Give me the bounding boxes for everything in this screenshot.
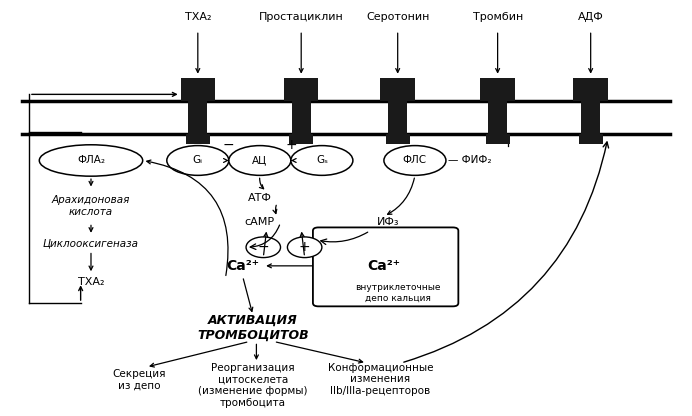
Text: внутриклеточные
депо кальция: внутриклеточные депо кальция [355,283,440,302]
FancyBboxPatch shape [313,228,458,306]
Text: Секреция
из депо: Секреция из депо [113,369,166,390]
Text: Арахидоновая
кислота: Арахидоновая кислота [52,195,130,217]
Text: ИФ₃: ИФ₃ [377,218,399,228]
Text: Gᵢ: Gᵢ [193,156,203,166]
FancyBboxPatch shape [581,101,600,134]
FancyBboxPatch shape [284,78,318,101]
Text: Простациклин: Простациклин [259,12,343,22]
FancyBboxPatch shape [574,78,608,101]
Text: +: + [285,138,297,152]
Text: Реорганизация
цитоскелета
(изменение формы)
тромбоцита: Реорганизация цитоскелета (изменение фор… [198,363,308,408]
Ellipse shape [39,145,143,176]
FancyBboxPatch shape [188,101,208,134]
Text: −: − [223,138,235,152]
FancyBboxPatch shape [292,101,311,134]
FancyBboxPatch shape [480,78,515,101]
Text: ТХА₂: ТХА₂ [185,12,211,22]
Text: ТХА₂: ТХА₂ [78,277,104,287]
Text: — ФИФ₂: — ФИФ₂ [448,156,491,166]
Text: Тромбин: Тромбин [473,12,522,22]
Text: сАМР: сАМР [245,218,275,228]
Ellipse shape [229,146,291,176]
Ellipse shape [167,146,229,176]
Text: Конформационные
изменения
IIb/IIIa-рецепторов: Конформационные изменения IIb/IIIa-рецеп… [328,363,433,396]
Text: ФЛА₂: ФЛА₂ [77,156,105,166]
Text: Серотонин: Серотонин [366,12,429,22]
Circle shape [287,237,322,258]
FancyBboxPatch shape [185,134,210,144]
FancyBboxPatch shape [579,134,603,144]
Text: Gₛ: Gₛ [316,156,328,166]
Text: −: − [257,240,269,254]
Text: Ca²⁺: Ca²⁺ [367,259,401,273]
Text: АТФ: АТФ [248,193,272,203]
FancyBboxPatch shape [181,78,215,101]
FancyBboxPatch shape [488,101,507,134]
FancyBboxPatch shape [381,78,415,101]
Text: Ca²⁺: Ca²⁺ [226,259,259,273]
FancyBboxPatch shape [486,134,510,144]
Text: +: + [299,240,311,254]
Circle shape [246,237,280,258]
FancyBboxPatch shape [385,134,410,144]
Ellipse shape [384,146,446,176]
FancyBboxPatch shape [388,101,407,134]
Ellipse shape [291,146,353,176]
FancyBboxPatch shape [289,134,313,144]
Text: АЦ: АЦ [253,156,267,166]
Text: АКТИВАЦИЯ
ТРОМБОЦИТОВ: АКТИВАЦИЯ ТРОМБОЦИТОВ [197,314,309,342]
Text: АДФ: АДФ [578,12,603,22]
Text: Циклооксигеназа: Циклооксигеназа [43,238,139,248]
Text: ФЛС: ФЛС [403,156,427,166]
